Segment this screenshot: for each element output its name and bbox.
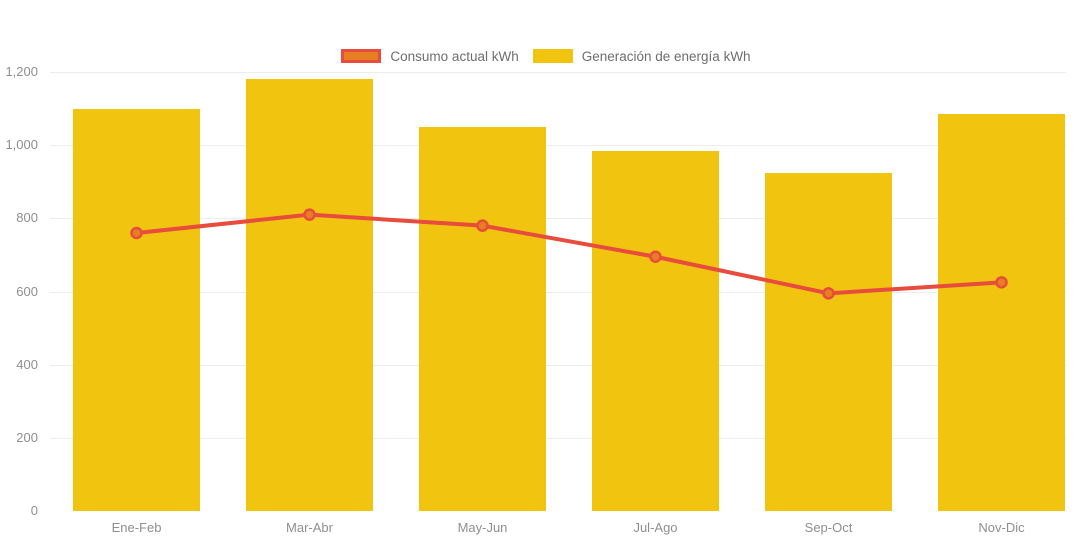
gridline — [50, 438, 1066, 439]
y-axis-tick-label: 1,000 — [5, 137, 38, 153]
consumo-line-swatch-icon — [341, 49, 382, 63]
gridline — [50, 72, 1066, 73]
x-axis-tick-label: Nov-Dic — [978, 520, 1025, 535]
y-axis-tick-label: 400 — [16, 356, 38, 372]
y-axis-tick-label: 200 — [16, 429, 38, 445]
bar-Mar-Abr[interactable] — [246, 79, 373, 511]
bar-Sep-Oct[interactable] — [765, 172, 892, 511]
x-axis-tick-label: Mar-Abr — [286, 520, 333, 535]
x-axis-tick-label: Ene-Feb — [111, 520, 162, 535]
consumo-point-May-Jun[interactable] — [476, 219, 489, 232]
gridline — [50, 145, 1066, 146]
gridline — [50, 292, 1066, 293]
legend-label-consumo: Consumo actual kWh — [390, 48, 519, 64]
gridline — [50, 218, 1066, 219]
consumo-point-Ene-Feb[interactable] — [130, 226, 143, 240]
bar-Nov-Dic[interactable] — [938, 114, 1065, 511]
y-axis-tick-label: 0 — [30, 503, 38, 518]
legend-item-consumo[interactable]: Consumo actual kWh — [341, 48, 519, 64]
y-axis-tick-label: 1,200 — [5, 64, 38, 79]
gridline — [50, 365, 1066, 366]
consumo-point-Jul-Ago[interactable] — [649, 250, 662, 263]
x-axis-tick-label: Sep-Oct — [804, 520, 853, 535]
consumo-point-Nov-Dic[interactable] — [995, 276, 1008, 289]
bar-Ene-Feb[interactable] — [73, 108, 200, 511]
consumo-point-Mar-Abr[interactable] — [303, 208, 316, 221]
bar-May-Jun[interactable] — [419, 126, 546, 511]
x-axis-tick-label: May-Jun — [457, 520, 508, 535]
legend-item-generacion[interactable]: Generación de energía kWh — [532, 48, 751, 64]
legend-label-generacion: Generación de energía kWh — [581, 48, 751, 64]
bar-Jul-Ago[interactable] — [592, 150, 719, 511]
y-axis-tick-label: 600 — [16, 283, 38, 299]
consumo-point-Sep-Oct[interactable] — [822, 287, 835, 300]
x-axis-tick-label: Jul-Ago — [633, 520, 678, 535]
chart-legend: Consumo actual kWh Generación de energía… — [0, 46, 1092, 66]
generacion-bar-swatch-icon — [532, 49, 573, 63]
y-axis-tick-label: 800 — [16, 210, 38, 226]
